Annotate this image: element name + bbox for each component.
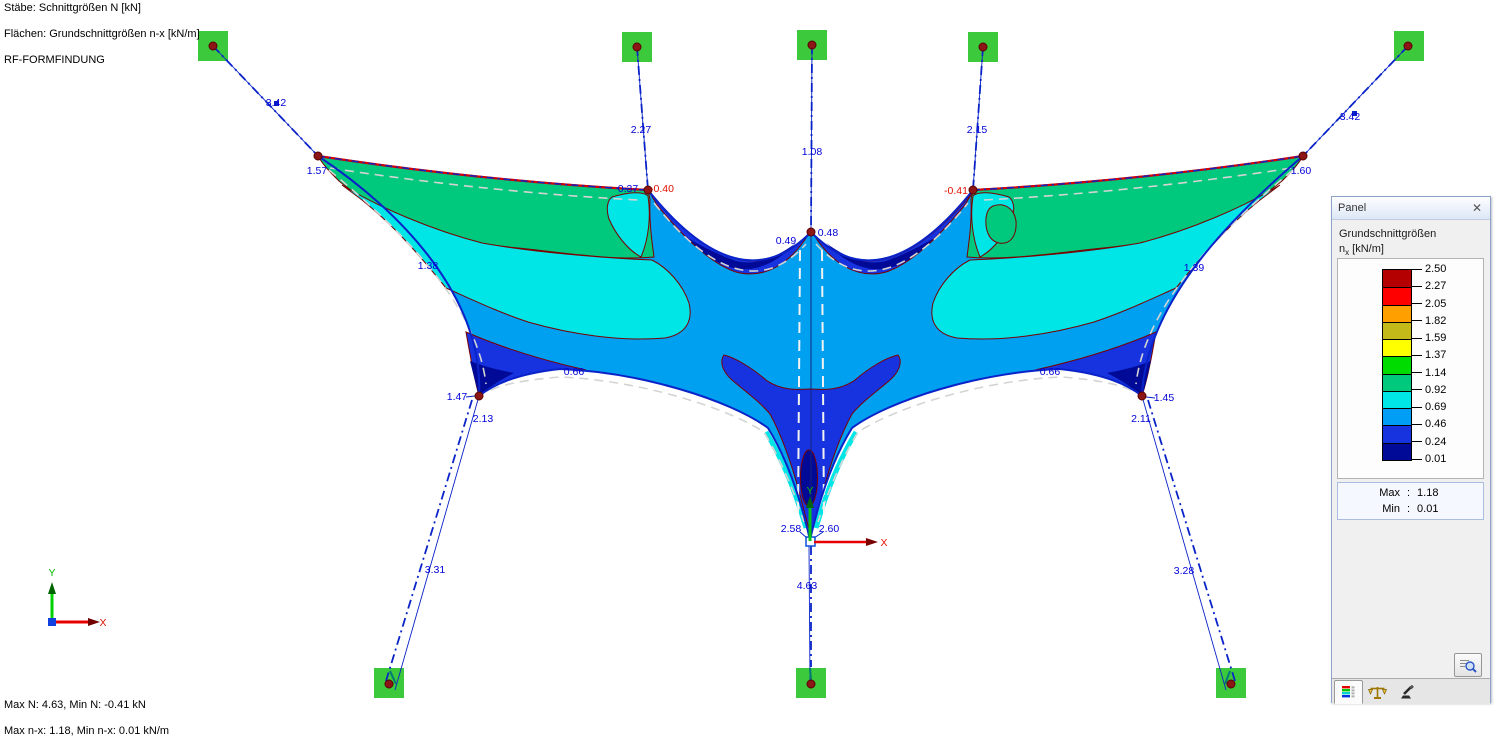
legend-tick: 0.69 <box>1411 401 1446 413</box>
display-details-button[interactable] <box>1454 653 1482 677</box>
legend-ticks: 2.50 2.27 2.05 1.82 1.59 1.37 1.14 0.92 0.69 0.46… <box>1338 259 1483 478</box>
legend-tick: 2.27 <box>1411 280 1446 292</box>
membrane-edges <box>317 154 1304 541</box>
result-summary: Max N: 4.63, Min N: -0.41 kN Max n-x: 1.… <box>4 699 169 738</box>
tab-factors[interactable] <box>1363 680 1392 704</box>
legend-tick: 0.46 <box>1411 418 1446 430</box>
panel-title: Panel <box>1338 202 1367 214</box>
tab-color-scale[interactable] <box>1334 680 1363 704</box>
legend-tick: 2.50 <box>1411 263 1446 275</box>
origin-axes <box>806 496 878 546</box>
header-line-3: RF-FORMFINDUNG <box>4 54 105 66</box>
result-unit-label: nx [kN/m] <box>1339 243 1384 258</box>
cables[interactable] <box>212 44 1409 691</box>
filter-icon <box>1400 684 1414 698</box>
edge-offset-dashes <box>328 167 1294 523</box>
footer-line-1: Max N: 4.63, Min N: -0.41 kN <box>4 699 146 711</box>
color-scale-icon <box>1342 685 1355 697</box>
magnifier-icon <box>1460 659 1477 673</box>
max-row: Max:1.18 <box>1379 487 1439 499</box>
panel-tab-bar <box>1332 678 1490 704</box>
legend-tick: 1.82 <box>1411 315 1446 327</box>
view-axes <box>48 582 100 626</box>
panel-subtitle: Grundschnittgrößen nx [kN/m] <box>1339 227 1436 260</box>
minmax-box: Max:1.18 Min:0.01 <box>1337 482 1484 520</box>
footer-line-2: Max n-x: 1.18, Min n-x: 0.01 kN/m <box>4 725 170 737</box>
legend-tick: 0.24 <box>1411 436 1446 448</box>
results-panel: Panel ✕ Grundschnittgrößen nx [kN/m] 2.5… <box>1331 196 1491 704</box>
result-type-label: Grundschnittgrößen <box>1339 228 1437 240</box>
legend-tick: 1.37 <box>1411 349 1446 361</box>
panel-titlebar[interactable]: Panel ✕ <box>1332 197 1490 220</box>
header-line-1: Stäbe: Schnittgrößen N [kN] <box>4 2 141 14</box>
legend-colorbar <box>1382 269 1412 461</box>
result-header: Stäbe: Schnittgrößen N [kN] Flächen: Gru… <box>4 2 200 67</box>
legend-tick: 1.59 <box>1411 332 1446 344</box>
balance-scale-icon <box>1368 686 1387 699</box>
header-line-2: Flächen: Grundschnittgrößen n-x [kN/m] <box>4 28 200 40</box>
center-cable-dashes <box>797 234 825 538</box>
tab-filter[interactable] <box>1392 680 1421 704</box>
legend-tick: 2.05 <box>1411 298 1446 310</box>
legend-tick: 0.01 <box>1411 453 1446 465</box>
legend-tick: 0.92 <box>1411 384 1446 396</box>
nodes[interactable] <box>208 40 1413 689</box>
panel-body: Grundschnittgrößen nx [kN/m] 2.50 2.27 2.0… <box>1332 220 1490 678</box>
legend-tick: 1.14 <box>1411 367 1446 379</box>
color-legend: 2.50 2.27 2.05 1.82 1.59 1.37 1.14 0.92 0.69 0.46… <box>1337 258 1484 479</box>
min-row: Min:0.01 <box>1382 503 1439 515</box>
close-icon[interactable]: ✕ <box>1471 201 1482 215</box>
